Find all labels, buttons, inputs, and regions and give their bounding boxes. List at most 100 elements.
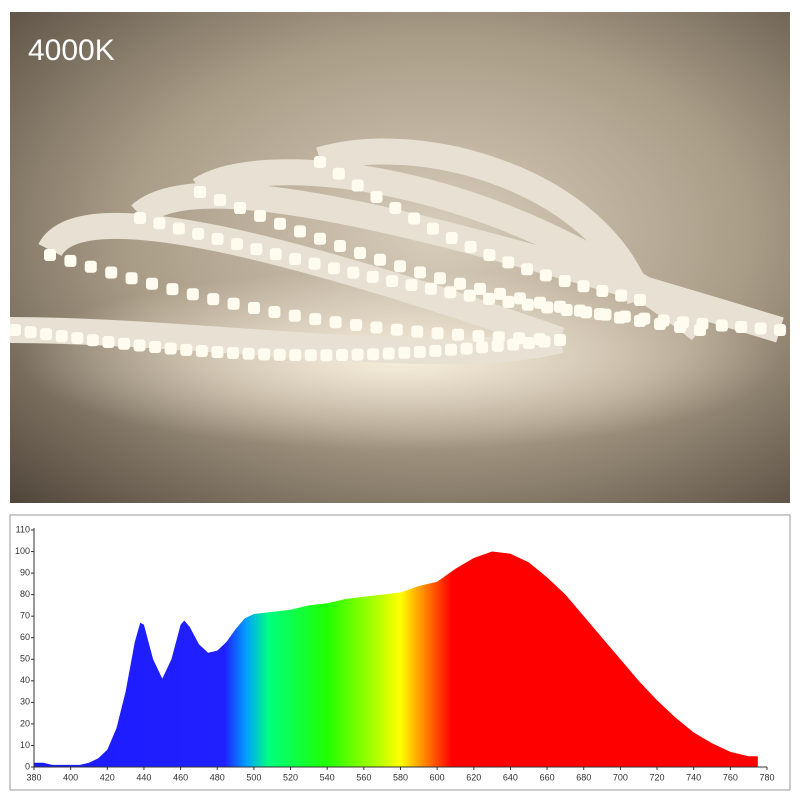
led [44, 249, 56, 261]
x-tick-label: 520 [283, 772, 298, 782]
led [334, 240, 346, 253]
x-tick-label: 540 [320, 772, 335, 782]
y-tick-label: 50 [20, 654, 30, 664]
led [164, 342, 177, 355]
led [166, 283, 179, 296]
y-tick-label: 60 [20, 632, 30, 642]
y-tick-label: 20 [20, 718, 30, 728]
y-tick-label: 10 [20, 740, 30, 750]
led [351, 179, 364, 192]
led [146, 277, 158, 290]
led [105, 266, 118, 279]
x-tick-label: 600 [430, 772, 445, 782]
led [351, 348, 364, 361]
led [426, 222, 439, 235]
led [329, 316, 342, 329]
x-tick-label: 640 [503, 772, 518, 782]
led [434, 272, 446, 285]
led [40, 328, 53, 341]
led [84, 260, 97, 273]
led [273, 348, 286, 361]
led [494, 287, 506, 300]
led [414, 266, 426, 279]
led [133, 339, 146, 352]
led [390, 323, 403, 336]
led [288, 309, 301, 322]
led [118, 337, 130, 350]
led [405, 278, 418, 291]
led [367, 348, 380, 361]
x-tick-label: 620 [466, 772, 481, 782]
led [268, 306, 281, 319]
led [172, 222, 185, 235]
led [234, 202, 246, 215]
x-tick-label: 720 [650, 772, 665, 782]
led [327, 262, 340, 275]
led [483, 292, 496, 305]
led [444, 286, 457, 299]
y-tick-label: 80 [20, 589, 30, 599]
led [502, 295, 515, 308]
led [464, 240, 477, 253]
led [574, 304, 586, 317]
led [534, 296, 546, 309]
led [411, 325, 424, 338]
led [522, 337, 535, 350]
led [274, 217, 286, 230]
led [314, 156, 326, 168]
led [472, 330, 485, 343]
leds [9, 156, 786, 362]
led [654, 317, 666, 330]
led [248, 302, 260, 315]
led [309, 313, 322, 326]
led [735, 321, 748, 334]
led [374, 253, 386, 266]
led [230, 238, 243, 251]
led [514, 292, 526, 305]
led [445, 343, 457, 356]
led [192, 227, 205, 240]
led [227, 297, 240, 310]
led [332, 167, 345, 180]
led [24, 326, 37, 339]
led [614, 311, 626, 324]
led [308, 257, 321, 270]
led [258, 348, 271, 361]
y-tick-label: 30 [20, 697, 30, 707]
x-tick-label: 580 [393, 772, 408, 782]
led [539, 269, 552, 282]
led [431, 327, 444, 340]
led [289, 252, 302, 265]
x-tick-label: 380 [26, 772, 41, 782]
led [754, 322, 767, 335]
led [452, 328, 464, 341]
led [386, 275, 399, 288]
led [250, 243, 263, 256]
y-tick-label: 100 [15, 546, 30, 556]
x-tick-label: 740 [686, 772, 701, 782]
led [408, 212, 421, 225]
led [577, 280, 590, 293]
led [615, 289, 628, 302]
led [153, 217, 166, 230]
led [454, 277, 466, 290]
led [502, 256, 515, 269]
x-tick-label: 440 [136, 772, 151, 782]
led [269, 248, 282, 261]
led [533, 333, 546, 346]
led [521, 263, 534, 276]
led [125, 272, 138, 285]
led [320, 349, 333, 362]
led [394, 260, 406, 273]
x-tick-label: 460 [173, 772, 188, 782]
led [227, 347, 239, 360]
led [463, 289, 476, 302]
led [207, 293, 220, 306]
led [194, 186, 206, 198]
led [460, 342, 473, 355]
led [398, 346, 411, 359]
y-tick-label: 110 [16, 524, 30, 534]
led [774, 324, 786, 337]
led [254, 209, 266, 222]
